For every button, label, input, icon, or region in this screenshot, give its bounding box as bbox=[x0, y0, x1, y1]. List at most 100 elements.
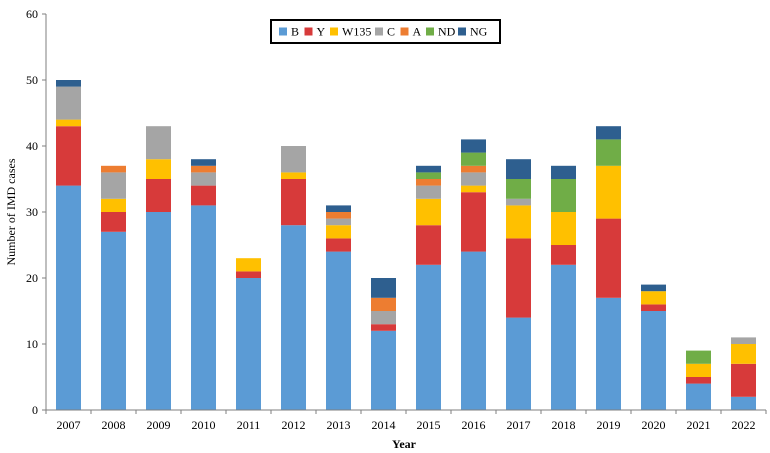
bar-2016-b bbox=[461, 251, 486, 410]
y-tick-label: 50 bbox=[26, 73, 38, 87]
legend-label-c: C bbox=[387, 25, 395, 39]
bar-2019-b bbox=[596, 297, 621, 410]
bar-2019-ng bbox=[596, 126, 621, 140]
legend-label-nd: ND bbox=[438, 25, 456, 39]
x-tick-label: 2013 bbox=[327, 418, 351, 432]
x-tick-label: 2012 bbox=[282, 418, 306, 432]
legend-swatch-y bbox=[304, 27, 313, 36]
bar-2019-nd bbox=[596, 139, 621, 166]
bar-2020-w135 bbox=[641, 291, 666, 305]
bar-2015-nd bbox=[416, 172, 441, 179]
bar-2014-y bbox=[371, 324, 396, 331]
x-tick-label: 2014 bbox=[372, 418, 396, 432]
bar-2008-y bbox=[101, 212, 126, 232]
y-tick-label: 20 bbox=[26, 271, 38, 285]
bar-2008-w135 bbox=[101, 198, 126, 212]
bar-2013-w135 bbox=[326, 225, 351, 239]
bar-2015-c bbox=[416, 185, 441, 199]
x-tick-label: 2019 bbox=[597, 418, 621, 432]
bar-2018-nd bbox=[551, 179, 576, 212]
bar-2015-y bbox=[416, 225, 441, 265]
axes-layer bbox=[42, 13, 767, 414]
bar-2019-w135 bbox=[596, 165, 621, 219]
bar-2012-y bbox=[281, 179, 306, 226]
x-tick-label: 2017 bbox=[507, 418, 531, 432]
legend-label-a: A bbox=[413, 25, 422, 39]
y-tick-label: 10 bbox=[26, 337, 38, 351]
bar-2018-ng bbox=[551, 165, 576, 179]
legend-label-y: Y bbox=[317, 25, 326, 39]
bar-2008-c bbox=[101, 172, 126, 199]
bar-2013-a bbox=[326, 212, 351, 219]
x-tick-label: 2015 bbox=[417, 418, 441, 432]
legend: B Y W135 C A ND NG bbox=[270, 19, 501, 44]
bar-2010-y bbox=[191, 185, 216, 206]
bar-2007-c bbox=[56, 86, 81, 120]
bar-2013-y bbox=[326, 238, 351, 252]
bar-2020-ng bbox=[641, 284, 666, 292]
x-tick-label: 2011 bbox=[237, 418, 261, 432]
bar-2020-b bbox=[641, 311, 666, 410]
x-tick-label: 2010 bbox=[192, 418, 216, 432]
x-tick-label: 2020 bbox=[642, 418, 666, 432]
bar-2016-nd bbox=[461, 152, 486, 166]
bar-2016-ng bbox=[461, 139, 486, 153]
bar-2016-c bbox=[461, 172, 486, 186]
legend-swatch-a bbox=[400, 27, 409, 36]
bar-2010-c bbox=[191, 172, 216, 186]
bar-2015-a bbox=[416, 179, 441, 186]
bar-2008-a bbox=[101, 165, 126, 173]
bar-2016-w135 bbox=[461, 185, 486, 193]
bar-2007-b bbox=[56, 185, 81, 410]
bar-2013-b bbox=[326, 251, 351, 410]
bar-2017-w135 bbox=[506, 205, 531, 239]
bar-2009-b bbox=[146, 212, 171, 410]
bar-2016-a bbox=[461, 165, 486, 173]
legend-swatch-w135 bbox=[330, 27, 338, 36]
bar-2012-w135 bbox=[281, 172, 306, 179]
x-tick-label: 2009 bbox=[147, 418, 171, 432]
bar-2022-y bbox=[731, 363, 756, 397]
bars-layer bbox=[56, 80, 756, 410]
legend-label-b: B bbox=[291, 25, 299, 39]
bar-2017-ng bbox=[506, 159, 531, 179]
tick-labels-layer: 2007 2008 2009 2010 2011 2012 2013 2014 2015 2016… bbox=[26, 7, 756, 432]
y-tick-label: 30 bbox=[26, 205, 38, 219]
y-tick-label: 0 bbox=[32, 403, 38, 417]
y-tick-label: 60 bbox=[26, 7, 38, 21]
legend-swatch-ng bbox=[458, 27, 466, 36]
bar-2013-c bbox=[326, 218, 351, 226]
x-tick-label: 2022 bbox=[732, 418, 756, 432]
bar-2009-c bbox=[146, 126, 171, 160]
legend-swatch-c bbox=[375, 27, 383, 36]
bar-2019-y bbox=[596, 218, 621, 298]
bar-2014-a bbox=[371, 297, 396, 311]
legend-swatch-nd bbox=[426, 27, 434, 36]
bar-2022-b bbox=[731, 396, 756, 410]
legend-label-ng: NG bbox=[470, 25, 488, 39]
bar-2022-w135 bbox=[731, 344, 756, 364]
y-tick-label: 40 bbox=[26, 139, 38, 153]
bar-2010-a bbox=[191, 165, 216, 173]
bar-2008-b bbox=[101, 231, 126, 410]
bar-2015-b bbox=[416, 264, 441, 410]
bar-2009-y bbox=[146, 179, 171, 212]
bar-2020-y bbox=[641, 304, 666, 311]
bar-2021-nd bbox=[686, 350, 711, 364]
bar-2017-nd bbox=[506, 179, 531, 199]
bar-2013-ng bbox=[326, 205, 351, 212]
bar-2011-y bbox=[236, 271, 261, 278]
bar-2011-w135 bbox=[236, 258, 261, 272]
bar-2022-c bbox=[731, 337, 756, 344]
x-tick-label: 2018 bbox=[552, 418, 576, 432]
x-tick-label: 2021 bbox=[687, 418, 711, 432]
x-tick-label: 2007 bbox=[57, 418, 81, 432]
bar-2017-b bbox=[506, 317, 531, 410]
bar-2010-b bbox=[191, 205, 216, 410]
bar-2021-b bbox=[686, 383, 711, 410]
bar-2016-y bbox=[461, 192, 486, 252]
bar-2009-w135 bbox=[146, 159, 171, 179]
bar-2015-ng bbox=[416, 165, 441, 173]
legend-label-w135: W135 bbox=[342, 25, 371, 39]
